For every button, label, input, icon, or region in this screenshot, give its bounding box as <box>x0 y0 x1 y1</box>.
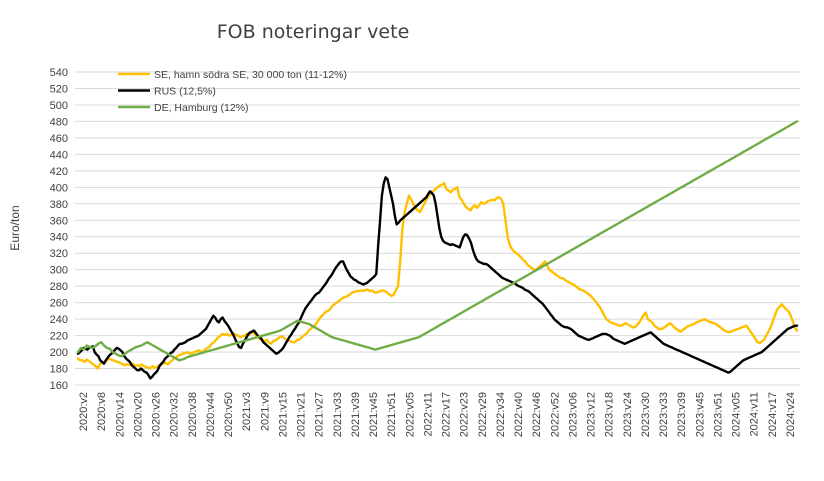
y-tick-label: 420 <box>50 166 68 178</box>
x-tick-label: 2024:v24 <box>785 392 797 437</box>
x-tick-label: 2021:v27 <box>314 392 326 437</box>
y-axis-label: Euro/ton <box>8 205 22 250</box>
x-tick-label: 2023:v51 <box>712 392 724 437</box>
x-tick-label: 2020:v44 <box>205 392 217 437</box>
x-tick-label: 2021:v45 <box>368 392 380 437</box>
series-line <box>76 120 799 362</box>
x-tick-label: 2021:v9 <box>259 392 271 431</box>
x-tick-label: 2023:v33 <box>658 392 670 437</box>
series-lines <box>76 120 799 380</box>
x-tick-label: 2020:v14 <box>114 392 126 437</box>
x-tick-label: 2020:v38 <box>187 392 199 437</box>
x-tick-label: 2023:v30 <box>640 392 652 437</box>
x-tick-label: 2023:v24 <box>622 392 634 437</box>
x-tick-label: 2020:v20 <box>132 392 144 437</box>
series-line <box>76 182 799 370</box>
y-tick-label: 300 <box>50 265 68 277</box>
gridlines <box>75 71 800 386</box>
x-tick-label: 2023:v06 <box>567 392 579 437</box>
x-tick-label: 2022:v40 <box>513 392 525 437</box>
y-tick-label: 160 <box>50 380 68 392</box>
x-tick-label: 2023:v18 <box>604 392 616 437</box>
x-tick-label: 2023:v45 <box>694 392 706 437</box>
x-tick-label: 2022:v34 <box>495 392 507 437</box>
y-tick-label: 320 <box>50 248 68 260</box>
y-tick-label: 400 <box>50 182 68 194</box>
x-tick-label: 2022:v05 <box>404 392 416 437</box>
y-tick-label: 480 <box>50 116 68 128</box>
y-tick-label: 460 <box>50 133 68 145</box>
y-tick-label: 240 <box>50 314 68 326</box>
y-tick-label: 260 <box>50 298 68 310</box>
legend-label: SE, hamn södra SE, 30 000 ton (11-12%) <box>154 69 347 81</box>
x-tick-label: 2024:v11 <box>749 392 761 436</box>
x-tick-label: 2023:v12 <box>586 392 598 437</box>
y-tick-label: 500 <box>50 100 68 112</box>
x-tick-label: 2024:v05 <box>731 392 743 437</box>
x-axis-ticks: 2020:v2 2020:v8 2020:v14 2020:v20 2020:v26 20… <box>78 392 797 437</box>
y-tick-label: 360 <box>50 215 68 227</box>
x-tick-label: 2020:v26 <box>151 392 163 437</box>
y-tick-label: 520 <box>50 83 68 95</box>
y-tick-label: 540 <box>50 67 68 79</box>
y-axis-ticks: 160 180 200 220 240 260 280 300 320 340 360 380 400 4… <box>50 67 68 392</box>
x-tick-label: 2020:v50 <box>223 392 235 437</box>
x-tick-label: 2021:v39 <box>350 392 362 437</box>
y-tick-label: 340 <box>50 232 68 244</box>
x-tick-label: 2023:v39 <box>676 392 688 437</box>
x-tick-label: 2020:v2 <box>78 392 90 431</box>
x-tick-label: 2022:v23 <box>459 392 471 437</box>
legend-label: DE, Hamburg (12%) <box>154 102 249 114</box>
x-tick-label: 2020:v8 <box>96 392 108 431</box>
y-tick-label: 440 <box>50 149 68 161</box>
y-tick-label: 380 <box>50 199 68 211</box>
y-tick-label: 200 <box>50 347 68 359</box>
legend-label: RUS (12,5%) <box>154 86 216 98</box>
x-tick-label: 2020:v32 <box>169 392 181 437</box>
x-tick-label: 2024:v17 <box>767 392 779 437</box>
x-tick-label: 2021:v33 <box>332 392 344 437</box>
x-tick-label: 2022:v52 <box>549 392 561 437</box>
y-tick-label: 180 <box>50 364 68 376</box>
legend: SE, hamn södra SE, 30 000 ton (11-12%) RU… <box>118 69 347 114</box>
y-tick-label: 220 <box>50 331 68 343</box>
y-tick-label: 280 <box>50 281 68 293</box>
x-tick-label: 2022:v29 <box>477 392 489 437</box>
x-tick-label: 2021:v51 <box>386 392 398 437</box>
x-tick-label: 2021:v15 <box>277 392 289 437</box>
x-tick-label: 2022:v11 <box>422 392 434 436</box>
chart-title: FOB noteringar vete <box>217 21 410 43</box>
x-tick-label: 2022:v46 <box>531 392 543 437</box>
x-tick-label: 2021:v21 <box>296 392 308 437</box>
series-line <box>76 176 799 380</box>
x-tick-label: 2022:v17 <box>441 392 453 437</box>
x-tick-label: 2021:v3 <box>241 392 253 431</box>
